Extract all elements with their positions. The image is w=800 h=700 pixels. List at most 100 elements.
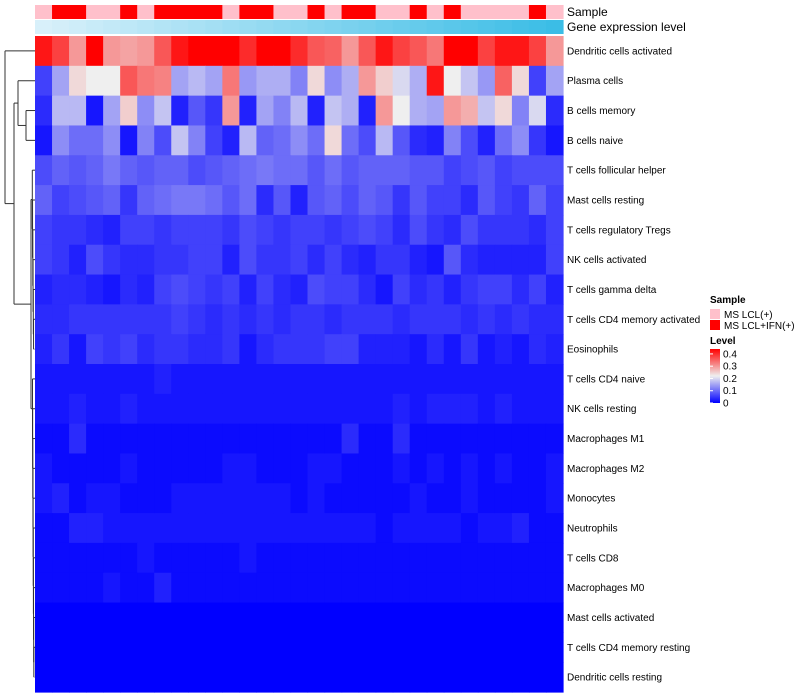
- heatmap-cell: [273, 393, 292, 425]
- heatmap-cell: [69, 155, 87, 186]
- sample-annotation-cell: [239, 5, 258, 19]
- gene-expression-cell: [307, 20, 326, 34]
- sample-legend-swatch: [710, 320, 720, 330]
- heatmap-cell: [222, 244, 240, 276]
- heatmap-cell: [171, 453, 189, 484]
- heatmap-cell: [324, 274, 343, 305]
- heatmap-cell: [409, 632, 428, 663]
- heatmap-cell: [256, 572, 275, 604]
- sample-annotation-cell: [511, 5, 530, 19]
- heatmap-cell: [239, 513, 258, 544]
- heatmap-cell: [239, 483, 258, 514]
- heatmap-cell: [273, 453, 292, 484]
- heatmap-cell: [545, 185, 564, 216]
- heatmap-cell: [494, 483, 513, 514]
- heatmap-cell: [86, 125, 104, 156]
- heatmap-cell: [137, 95, 155, 127]
- heatmap-cell: [426, 453, 445, 484]
- heatmap-cell: [460, 334, 479, 365]
- heatmap-cell: [409, 572, 428, 604]
- heatmap-cell: [477, 364, 496, 395]
- sample-annotation-cell: [392, 5, 411, 19]
- heatmap-cell: [494, 364, 513, 395]
- heatmap-cell: [154, 662, 172, 693]
- heatmap-cell: [205, 65, 223, 97]
- heatmap-cell: [494, 244, 513, 276]
- heatmap-cell: [409, 214, 428, 246]
- heatmap-cell: [222, 304, 240, 335]
- heatmap-cell: [307, 185, 326, 216]
- heatmap-cell: [460, 125, 479, 156]
- row-label: T cells CD8: [567, 553, 619, 564]
- heatmap-cell: [103, 513, 121, 544]
- heatmap-cell: [188, 393, 206, 425]
- heatmap-cell: [154, 95, 172, 127]
- heatmap-cell: [307, 244, 326, 276]
- row-label: Plasma cells: [567, 76, 623, 87]
- heatmap-cell: [545, 513, 564, 544]
- heatmap-cell: [392, 572, 411, 604]
- heatmap-cell: [290, 453, 309, 484]
- gene-expression-cell: [392, 20, 411, 34]
- heatmap-cell: [341, 632, 360, 663]
- heatmap-cell: [341, 662, 360, 693]
- heatmap-cell: [494, 572, 513, 604]
- heatmap-cell: [477, 334, 496, 365]
- heatmap-cell: [171, 36, 189, 67]
- heatmap-cell: [511, 602, 530, 633]
- heatmap-cell: [137, 274, 155, 305]
- sample-annotation-cell: [137, 5, 155, 19]
- gene-expression-cell: [409, 20, 428, 34]
- row-label: Eosinophils: [567, 345, 618, 356]
- heatmap-cell: [205, 393, 223, 425]
- heatmap-cell: [205, 423, 223, 455]
- heatmap-cell: [358, 572, 377, 604]
- gene-expression-cell: [86, 20, 104, 34]
- heatmap-cell: [171, 214, 189, 246]
- heatmap-cell: [341, 125, 360, 156]
- heatmap-cell: [528, 214, 547, 246]
- heatmap-cell: [222, 36, 240, 67]
- heatmap-cell: [528, 632, 547, 663]
- heatmap-cell: [273, 214, 292, 246]
- heatmap-cell: [222, 334, 240, 365]
- heatmap-cell: [341, 244, 360, 276]
- heatmap-cell: [324, 244, 343, 276]
- heatmap-cell: [375, 513, 394, 544]
- heatmap-cell: [35, 364, 53, 395]
- heatmap-cell: [69, 513, 87, 544]
- row-dendrogram: [4, 50, 35, 678]
- heatmap-cell: [171, 632, 189, 663]
- heatmap-cell: [205, 513, 223, 544]
- heatmap-cell: [171, 483, 189, 514]
- heatmap-cell: [35, 662, 53, 693]
- heatmap-cell: [154, 125, 172, 156]
- heatmap-cell: [205, 364, 223, 395]
- heatmap-cell: [324, 95, 343, 127]
- heatmap-cell: [494, 453, 513, 484]
- gene-expression-cell: [154, 20, 172, 34]
- heatmap-cell: [511, 65, 530, 97]
- heatmap-cell: [358, 483, 377, 514]
- heatmap-cell: [477, 453, 496, 484]
- heatmap-cell: [426, 513, 445, 544]
- heatmap-cell: [477, 483, 496, 514]
- heatmap-cell: [443, 632, 462, 663]
- heatmap-cell: [290, 244, 309, 276]
- heatmap-cell: [69, 423, 87, 455]
- heatmap-cell: [392, 304, 411, 335]
- heatmap-cell: [375, 423, 394, 455]
- heatmap-cell: [392, 334, 411, 365]
- heatmap-cell: [307, 423, 326, 455]
- sample-annotation-cell: [477, 5, 496, 19]
- row-label: B cells memory: [567, 106, 635, 117]
- heatmap-cell: [137, 304, 155, 335]
- heatmap-cell: [188, 572, 206, 604]
- heatmap-cell: [188, 334, 206, 365]
- heatmap-cell: [52, 304, 70, 335]
- heatmap-cell: [426, 95, 445, 127]
- heatmap-cell: [86, 632, 104, 663]
- heatmap-cell: [358, 125, 377, 156]
- heatmap-cell: [409, 423, 428, 455]
- row-label: T cells follicular helper: [567, 166, 666, 177]
